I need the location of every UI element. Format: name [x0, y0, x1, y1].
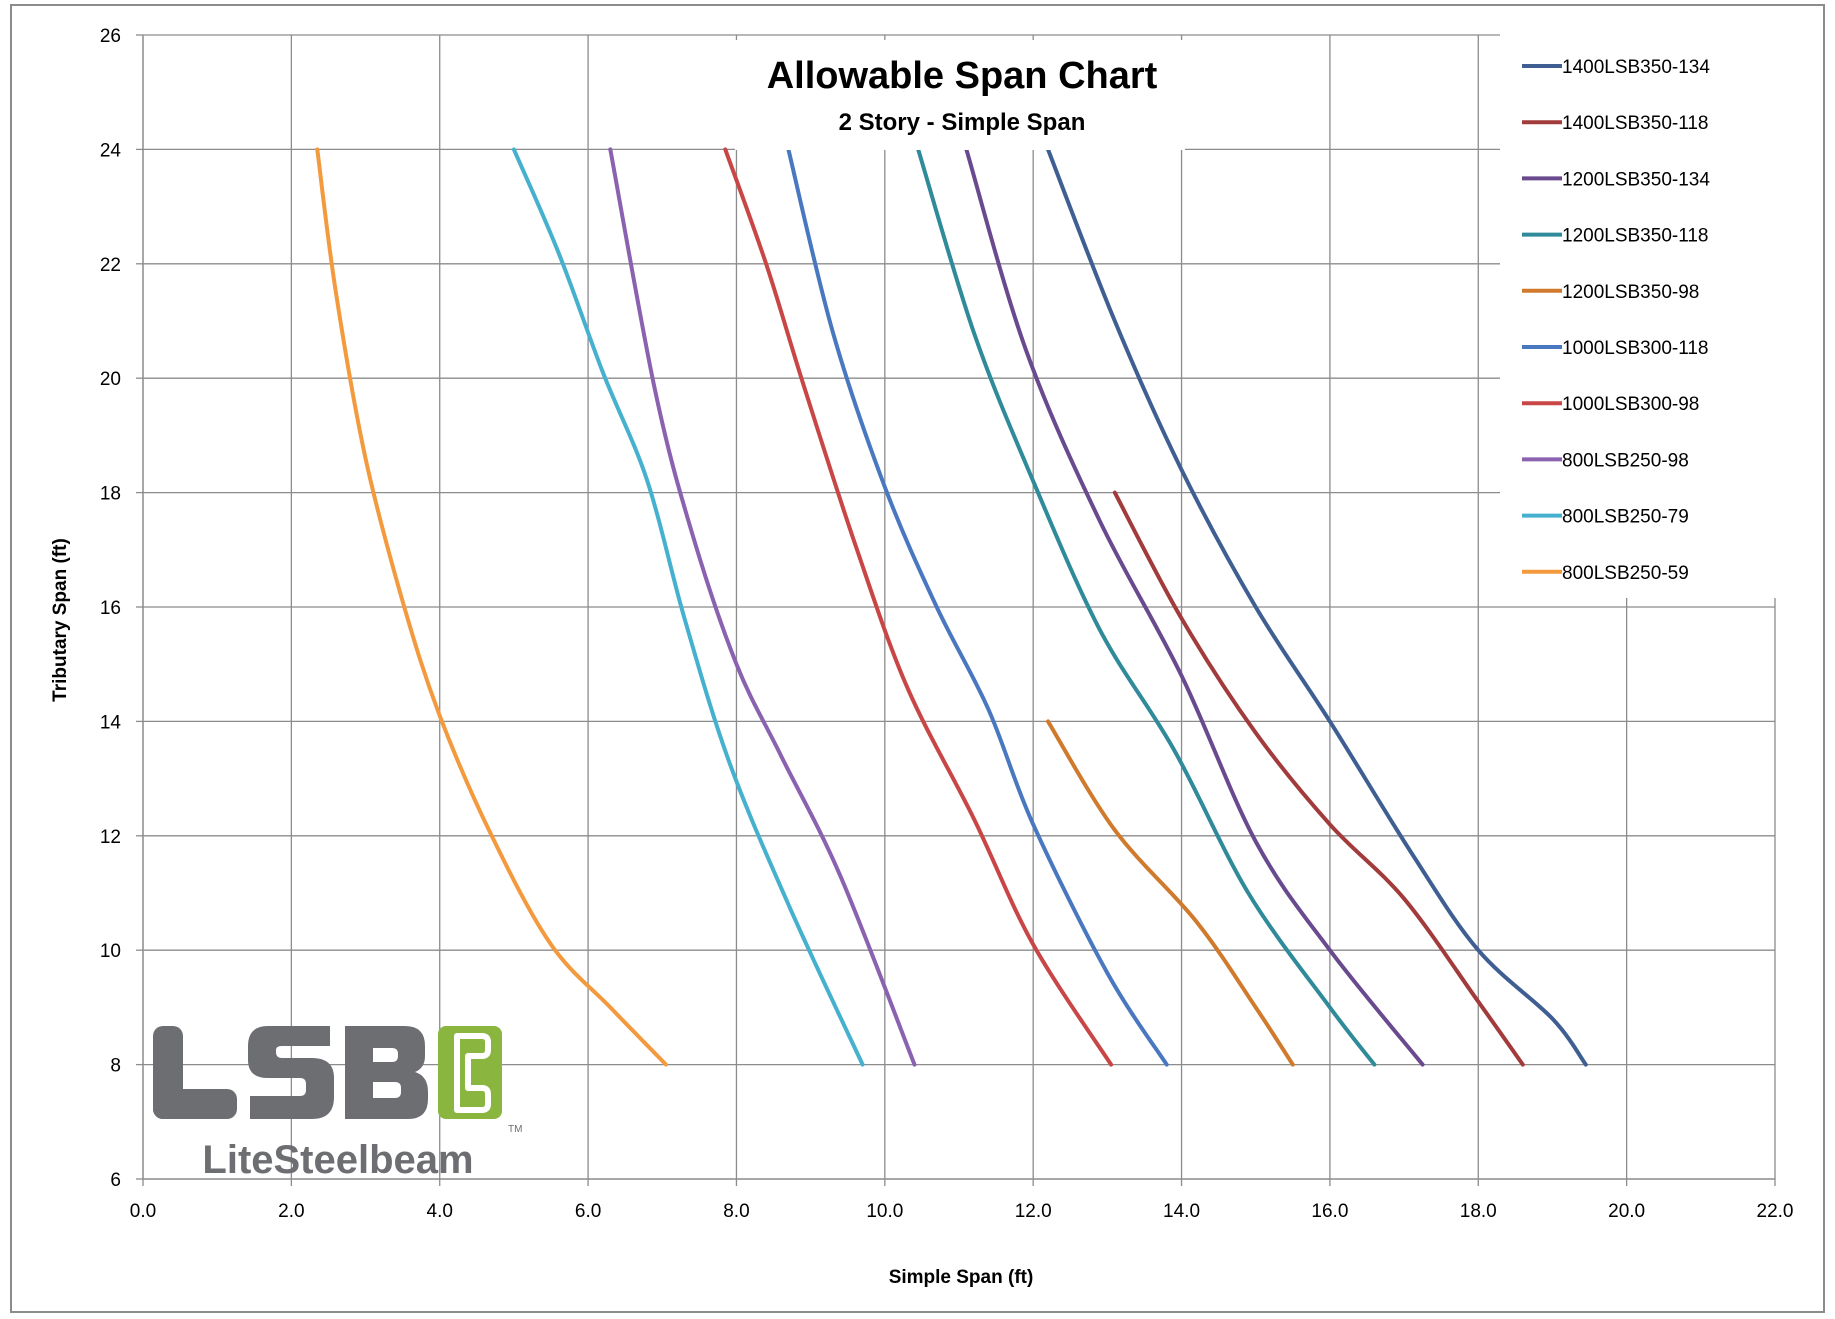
y-tick-label: 20	[100, 369, 121, 390]
series-line-1000LSB300-118	[786, 147, 1169, 1067]
x-tick-labels: 0.0 2.0 4.0 6.0 8.0 10.0 12.0 14.0 16.0 18.0 20.0 2…	[130, 1201, 1794, 1222]
y-tick-label: 18	[100, 484, 121, 505]
legend-label: 1400LSB350-134	[1562, 57, 1710, 78]
x-tick-label: 10.0	[866, 1201, 903, 1222]
x-tick-label: 12.0	[1015, 1201, 1052, 1222]
x-tick-label: 0.0	[130, 1201, 156, 1222]
legend: 1400LSB350-134 1400LSB350-118 1200LSB350-1…	[1522, 57, 1710, 584]
x-tick-label: 8.0	[723, 1201, 749, 1222]
logo-steel-beam-icon	[454, 1033, 491, 1113]
legend-label: 1200LSB350-98	[1562, 282, 1699, 303]
legend-label: 1000LSB300-98	[1562, 394, 1699, 415]
y-tick-label: 24	[100, 140, 122, 161]
x-axis-title: Simple Span (ft)	[889, 1267, 1034, 1288]
y-tick-label: 26	[100, 26, 121, 47]
x-tick-label: 4.0	[427, 1201, 453, 1222]
y-tick-label: 8	[110, 1056, 121, 1077]
legend-label: 1200LSB350-118	[1562, 226, 1709, 247]
y-tick-labels: 6 8 10 12 14 16 18 20 22 24 26	[100, 26, 122, 1191]
y-tick-label: 12	[100, 827, 121, 848]
legend-label: 1400LSB350-118	[1562, 113, 1709, 134]
axes	[136, 34, 1776, 1186]
series-line-1000LSB300-98	[723, 147, 1114, 1067]
series-line-1400LSB350-134	[1046, 147, 1588, 1067]
lsb-logo: LiteSteelbeam TM	[153, 1026, 522, 1182]
x-tick-label: 14.0	[1163, 1201, 1200, 1222]
series-line-800LSB250-59	[315, 147, 668, 1067]
y-tick-label: 6	[110, 1170, 121, 1191]
legend-label: 800LSB250-79	[1562, 507, 1689, 528]
x-tick-label: 16.0	[1311, 1201, 1348, 1222]
x-tick-label: 18.0	[1460, 1201, 1497, 1222]
y-axis-title: Tributary Span (ft)	[50, 538, 71, 702]
y-tick-label: 22	[100, 255, 121, 276]
legend-label: 800LSB250-98	[1562, 450, 1689, 471]
legend-background	[1500, 32, 1800, 598]
x-tick-label: 20.0	[1608, 1201, 1645, 1222]
chart-title: Allowable Span Chart	[767, 55, 1158, 97]
logo-letter-l-base	[153, 1089, 237, 1119]
chart-subtitle: 2 Story - Simple Span	[839, 109, 1086, 136]
legend-label: 1000LSB300-118	[1562, 338, 1709, 359]
series-line-800LSB250-98	[608, 147, 917, 1067]
logo-letter-s	[248, 1026, 334, 1119]
title-background	[735, 40, 1185, 150]
logo-trademark: TM	[508, 1124, 522, 1135]
logo-subtext: LiteSteelbeam	[202, 1138, 473, 1182]
legend-label: 1200LSB350-134	[1562, 169, 1710, 190]
y-tick-label: 10	[100, 941, 121, 962]
x-tick-label: 2.0	[278, 1201, 304, 1222]
x-tick-label: 6.0	[575, 1201, 601, 1222]
series-line-1200LSB350-98	[1046, 719, 1295, 1067]
series-lines	[315, 147, 1588, 1067]
series-line-1200LSB350-118	[916, 147, 1377, 1067]
y-tick-label: 14	[100, 712, 122, 733]
series-line-1200LSB350-134	[964, 147, 1425, 1067]
y-tick-label: 16	[100, 598, 121, 619]
legend-label: 800LSB250-59	[1562, 563, 1689, 584]
series-line-800LSB250-79	[511, 147, 865, 1067]
logo-letter-b	[345, 1026, 428, 1119]
series-line-1400LSB350-118	[1112, 490, 1525, 1067]
x-tick-label: 22.0	[1757, 1201, 1794, 1222]
